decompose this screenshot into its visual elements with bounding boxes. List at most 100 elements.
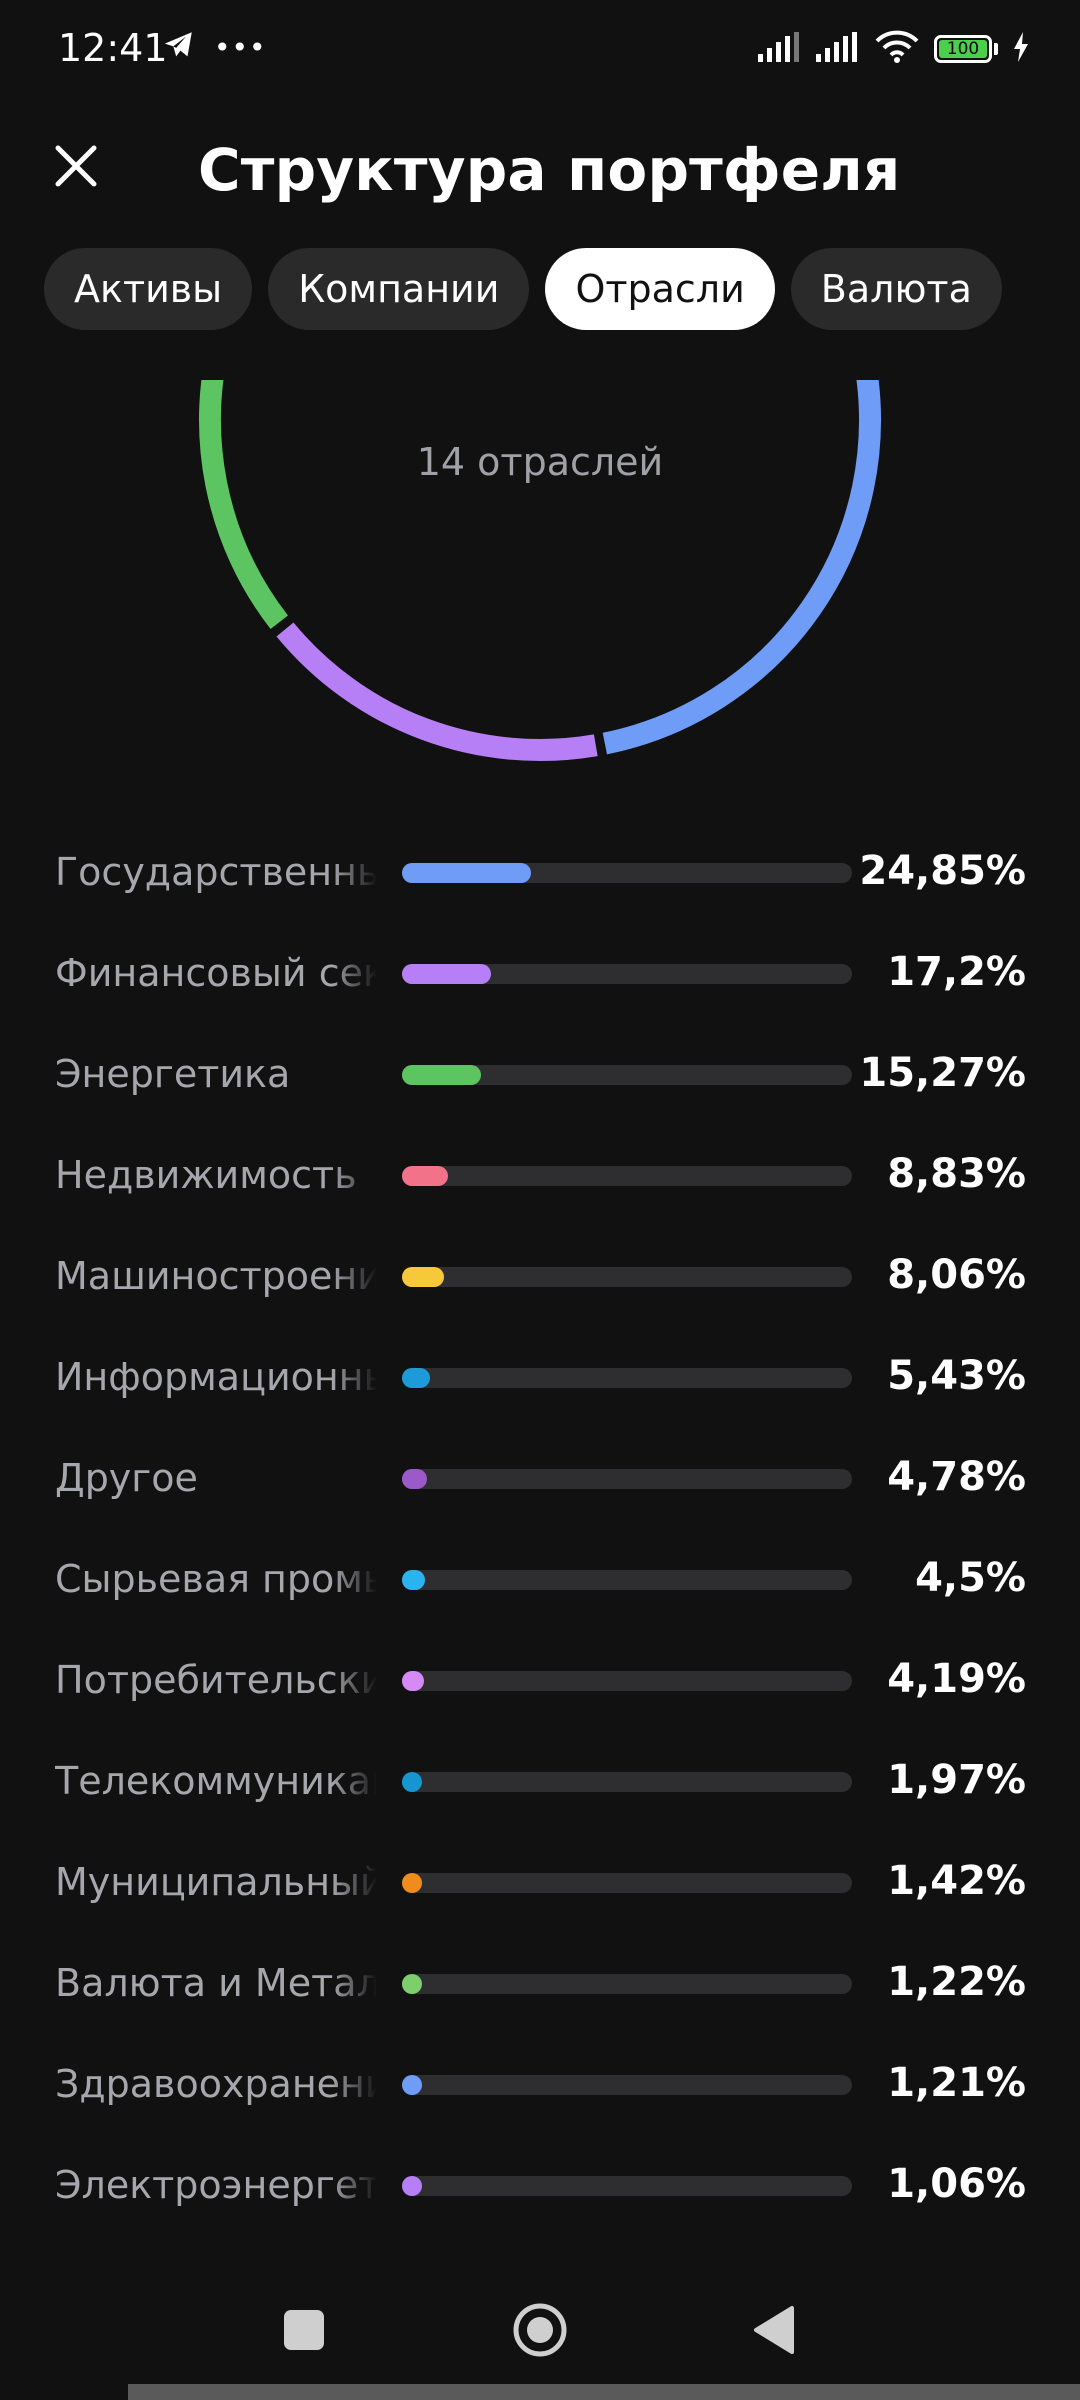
- industry-bar-track: [402, 1267, 852, 1287]
- status-left-icons: •••: [162, 28, 267, 66]
- system-nav-bar: [0, 2290, 1080, 2370]
- industry-row[interactable]: Другое 4,78%: [0, 1430, 1080, 1531]
- industry-donut-chart: 14 отраслей: [0, 79, 1080, 780]
- home-circle-icon[interactable]: [510, 2300, 570, 2360]
- industry-percent: 1,42%: [887, 1858, 1026, 1904]
- wifi-icon: [874, 30, 920, 68]
- industry-name: Информационны: [55, 1355, 377, 1399]
- industry-row[interactable]: Потребительские 4,19%: [0, 1632, 1080, 1733]
- industry-bar-track: [402, 1772, 852, 1792]
- industry-name: Государственные: [55, 850, 377, 894]
- industry-name: Энергетика: [55, 1052, 291, 1096]
- industry-bar: [402, 1065, 482, 1085]
- tab-assets[interactable]: Активы: [44, 248, 253, 330]
- battery-level: 100: [939, 40, 987, 58]
- header: Структура портфеля: [0, 120, 1080, 220]
- industry-bar: [402, 1772, 422, 1792]
- industry-name: Здравоохранение: [55, 2062, 377, 2106]
- industry-name: Сырьевая промы: [55, 1557, 377, 1601]
- industry-bar-track: [402, 1974, 852, 1994]
- charging-icon: [1012, 32, 1030, 66]
- more-dots-icon: •••: [214, 30, 267, 64]
- industry-row[interactable]: Муниципальный 1,42%: [0, 1834, 1080, 1935]
- industry-name: Потребительские: [55, 1658, 377, 1702]
- industry-bar-track: [402, 1873, 852, 1893]
- industry-name: Другое: [55, 1456, 198, 1500]
- industry-bar: [402, 1368, 431, 1388]
- industry-bar: [402, 964, 491, 984]
- industry-bar: [402, 1469, 427, 1489]
- industry-bar-track: [402, 1368, 852, 1388]
- industry-bar-track: [402, 1166, 852, 1186]
- industry-row[interactable]: Недвижимость 8,83%: [0, 1127, 1080, 1228]
- industry-bar-track: [402, 1065, 852, 1085]
- industry-name: Валюта и Металл: [55, 1961, 377, 2005]
- page-title: Структура портфеля: [198, 136, 901, 204]
- donut-segment: [602, 365, 881, 755]
- industry-bar: [402, 1570, 426, 1590]
- back-triangle-icon[interactable]: [752, 2304, 796, 2356]
- industry-row[interactable]: Государственные 24,85%: [0, 824, 1080, 925]
- tab-industries[interactable]: Отрасли: [545, 248, 775, 330]
- home-indicator: [128, 2384, 1080, 2400]
- industry-row[interactable]: Информационны 5,43%: [0, 1329, 1080, 1430]
- industry-name: Телекоммуникац: [55, 1759, 377, 1803]
- industry-bar-track: [402, 863, 852, 883]
- industry-percent: 1,97%: [887, 1757, 1026, 1803]
- industry-percent: 8,83%: [887, 1151, 1026, 1197]
- donut-segment: [199, 328, 288, 630]
- industry-bar: [402, 1873, 422, 1893]
- status-time: 12:41: [58, 26, 168, 70]
- tab-currency[interactable]: Валюта: [790, 248, 1002, 330]
- industry-percent: 17,2%: [887, 949, 1026, 995]
- industry-bar-track: [402, 1671, 852, 1691]
- donut-segment: [276, 622, 598, 761]
- industry-bar: [402, 1267, 444, 1287]
- industry-percent: 15,27%: [859, 1050, 1026, 1096]
- industry-name: Электроэнергети: [55, 2163, 377, 2207]
- industry-name: Муниципальный: [55, 1860, 377, 1904]
- industry-bar: [402, 1671, 424, 1691]
- industry-row[interactable]: Здравоохранение 1,21%: [0, 2036, 1080, 2137]
- industry-bar-track: [402, 2176, 852, 2196]
- industry-percent: 8,06%: [887, 1252, 1026, 1298]
- industry-list: Государственные 24,85% Финансовый сек 17,2%…: [0, 824, 1080, 2238]
- industry-percent: 4,19%: [887, 1656, 1026, 1702]
- battery-icon: 100: [934, 35, 998, 63]
- industry-name: Финансовый сек: [55, 951, 377, 995]
- industry-bar-track: [402, 1570, 852, 1590]
- industry-percent: 24,85%: [859, 848, 1026, 894]
- industry-row[interactable]: Финансовый сек 17,2%: [0, 925, 1080, 1026]
- industry-bar-track: [402, 2075, 852, 2095]
- status-bar: 12:41 ••• 100: [0, 0, 1080, 100]
- industry-bar: [402, 2075, 422, 2095]
- close-icon[interactable]: [44, 134, 108, 198]
- industry-row[interactable]: Сырьевая промы 4,5%: [0, 1531, 1080, 1632]
- industry-bar-track: [402, 964, 852, 984]
- tab-companies[interactable]: Компании: [268, 248, 530, 330]
- industry-row[interactable]: Валюта и Металл 1,22%: [0, 1935, 1080, 2036]
- signal-icon: [816, 32, 860, 66]
- industry-percent: 1,21%: [887, 2060, 1026, 2106]
- industry-name: Недвижимость: [55, 1153, 357, 1197]
- industry-bar-track: [402, 1469, 852, 1489]
- telegram-icon: [162, 28, 196, 66]
- industry-percent: 4,5%: [915, 1555, 1026, 1601]
- industry-percent: 4,78%: [887, 1454, 1026, 1500]
- industry-bar: [402, 2176, 422, 2196]
- recents-square-icon[interactable]: [284, 2310, 324, 2350]
- industry-percent: 1,06%: [887, 2161, 1026, 2207]
- industry-bar: [402, 1166, 448, 1186]
- tab-bar: Активы Компании Отрасли Валюта: [44, 248, 1002, 330]
- industry-bar: [402, 1974, 422, 1994]
- industry-row[interactable]: Электроэнергети 1,06%: [0, 2137, 1080, 2238]
- industry-name: Машиностроение: [55, 1254, 377, 1298]
- industry-row[interactable]: Машиностроение 8,06%: [0, 1228, 1080, 1329]
- industry-percent: 5,43%: [887, 1353, 1026, 1399]
- donut-center-label: 14 отраслей: [416, 440, 664, 484]
- industry-bar: [402, 863, 531, 883]
- industry-row[interactable]: Энергетика 15,27%: [0, 1026, 1080, 1127]
- industry-row[interactable]: Телекоммуникац 1,97%: [0, 1733, 1080, 1834]
- signal-icon: [758, 32, 802, 66]
